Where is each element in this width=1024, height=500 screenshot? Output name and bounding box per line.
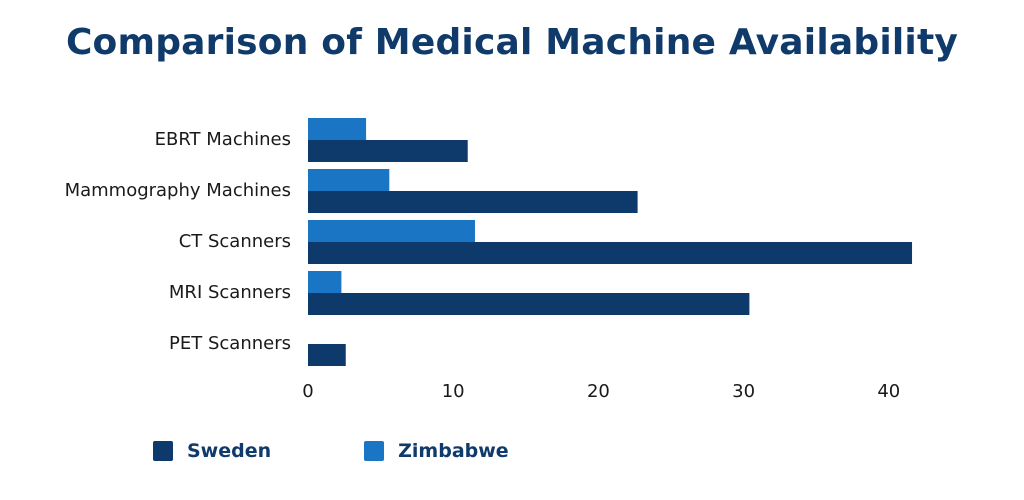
x-tick-label: 0 (302, 381, 313, 402)
x-tick-label: 20 (587, 381, 610, 402)
category-label: EBRT Machines (155, 129, 291, 150)
bars (308, 118, 913, 366)
x-axis-ticks: 0 10 20 30 40 (302, 381, 900, 402)
legend-swatch-zimbabwe (364, 441, 385, 461)
bar-zimbabwe-ebrt-machines (308, 118, 367, 140)
legend-label-sweden: Sweden (187, 440, 272, 462)
chart-title: Comparison of Medical Machine Availabili… (65, 22, 959, 63)
bar-sweden-ebrt-machines (308, 140, 468, 162)
x-tick-label: 30 (732, 381, 755, 402)
legend-item-sweden: Sweden (153, 440, 271, 462)
bar-sweden-mri-scanners (308, 293, 750, 315)
bar-sweden-mammography-machines (308, 191, 638, 213)
bar-zimbabwe-mri-scanners (308, 271, 342, 293)
bar-sweden-ct-scanners (308, 242, 913, 264)
x-tick-label: 10 (442, 381, 465, 402)
legend-label-zimbabwe: Zimbabwe (398, 440, 509, 462)
legend: Sweden Zimbabwe (153, 440, 602, 462)
x-tick-label: 40 (877, 381, 900, 402)
bar-zimbabwe-mammography-machines (308, 169, 390, 191)
legend-swatch-sweden (153, 441, 173, 461)
category-label: Mammography Machines (65, 180, 291, 201)
legend-item-zimbabwe: Zimbabwe (364, 440, 509, 462)
category-labels: EBRT Machines Mammography Machines CT Scan… (65, 129, 291, 354)
category-label: MRI Scanners (169, 282, 291, 303)
bar-zimbabwe-ct-scanners (308, 220, 475, 242)
bar-sweden-pet-scanners (308, 344, 346, 366)
category-label: CT Scanners (179, 231, 291, 252)
category-label: PET Scanners (169, 333, 291, 354)
